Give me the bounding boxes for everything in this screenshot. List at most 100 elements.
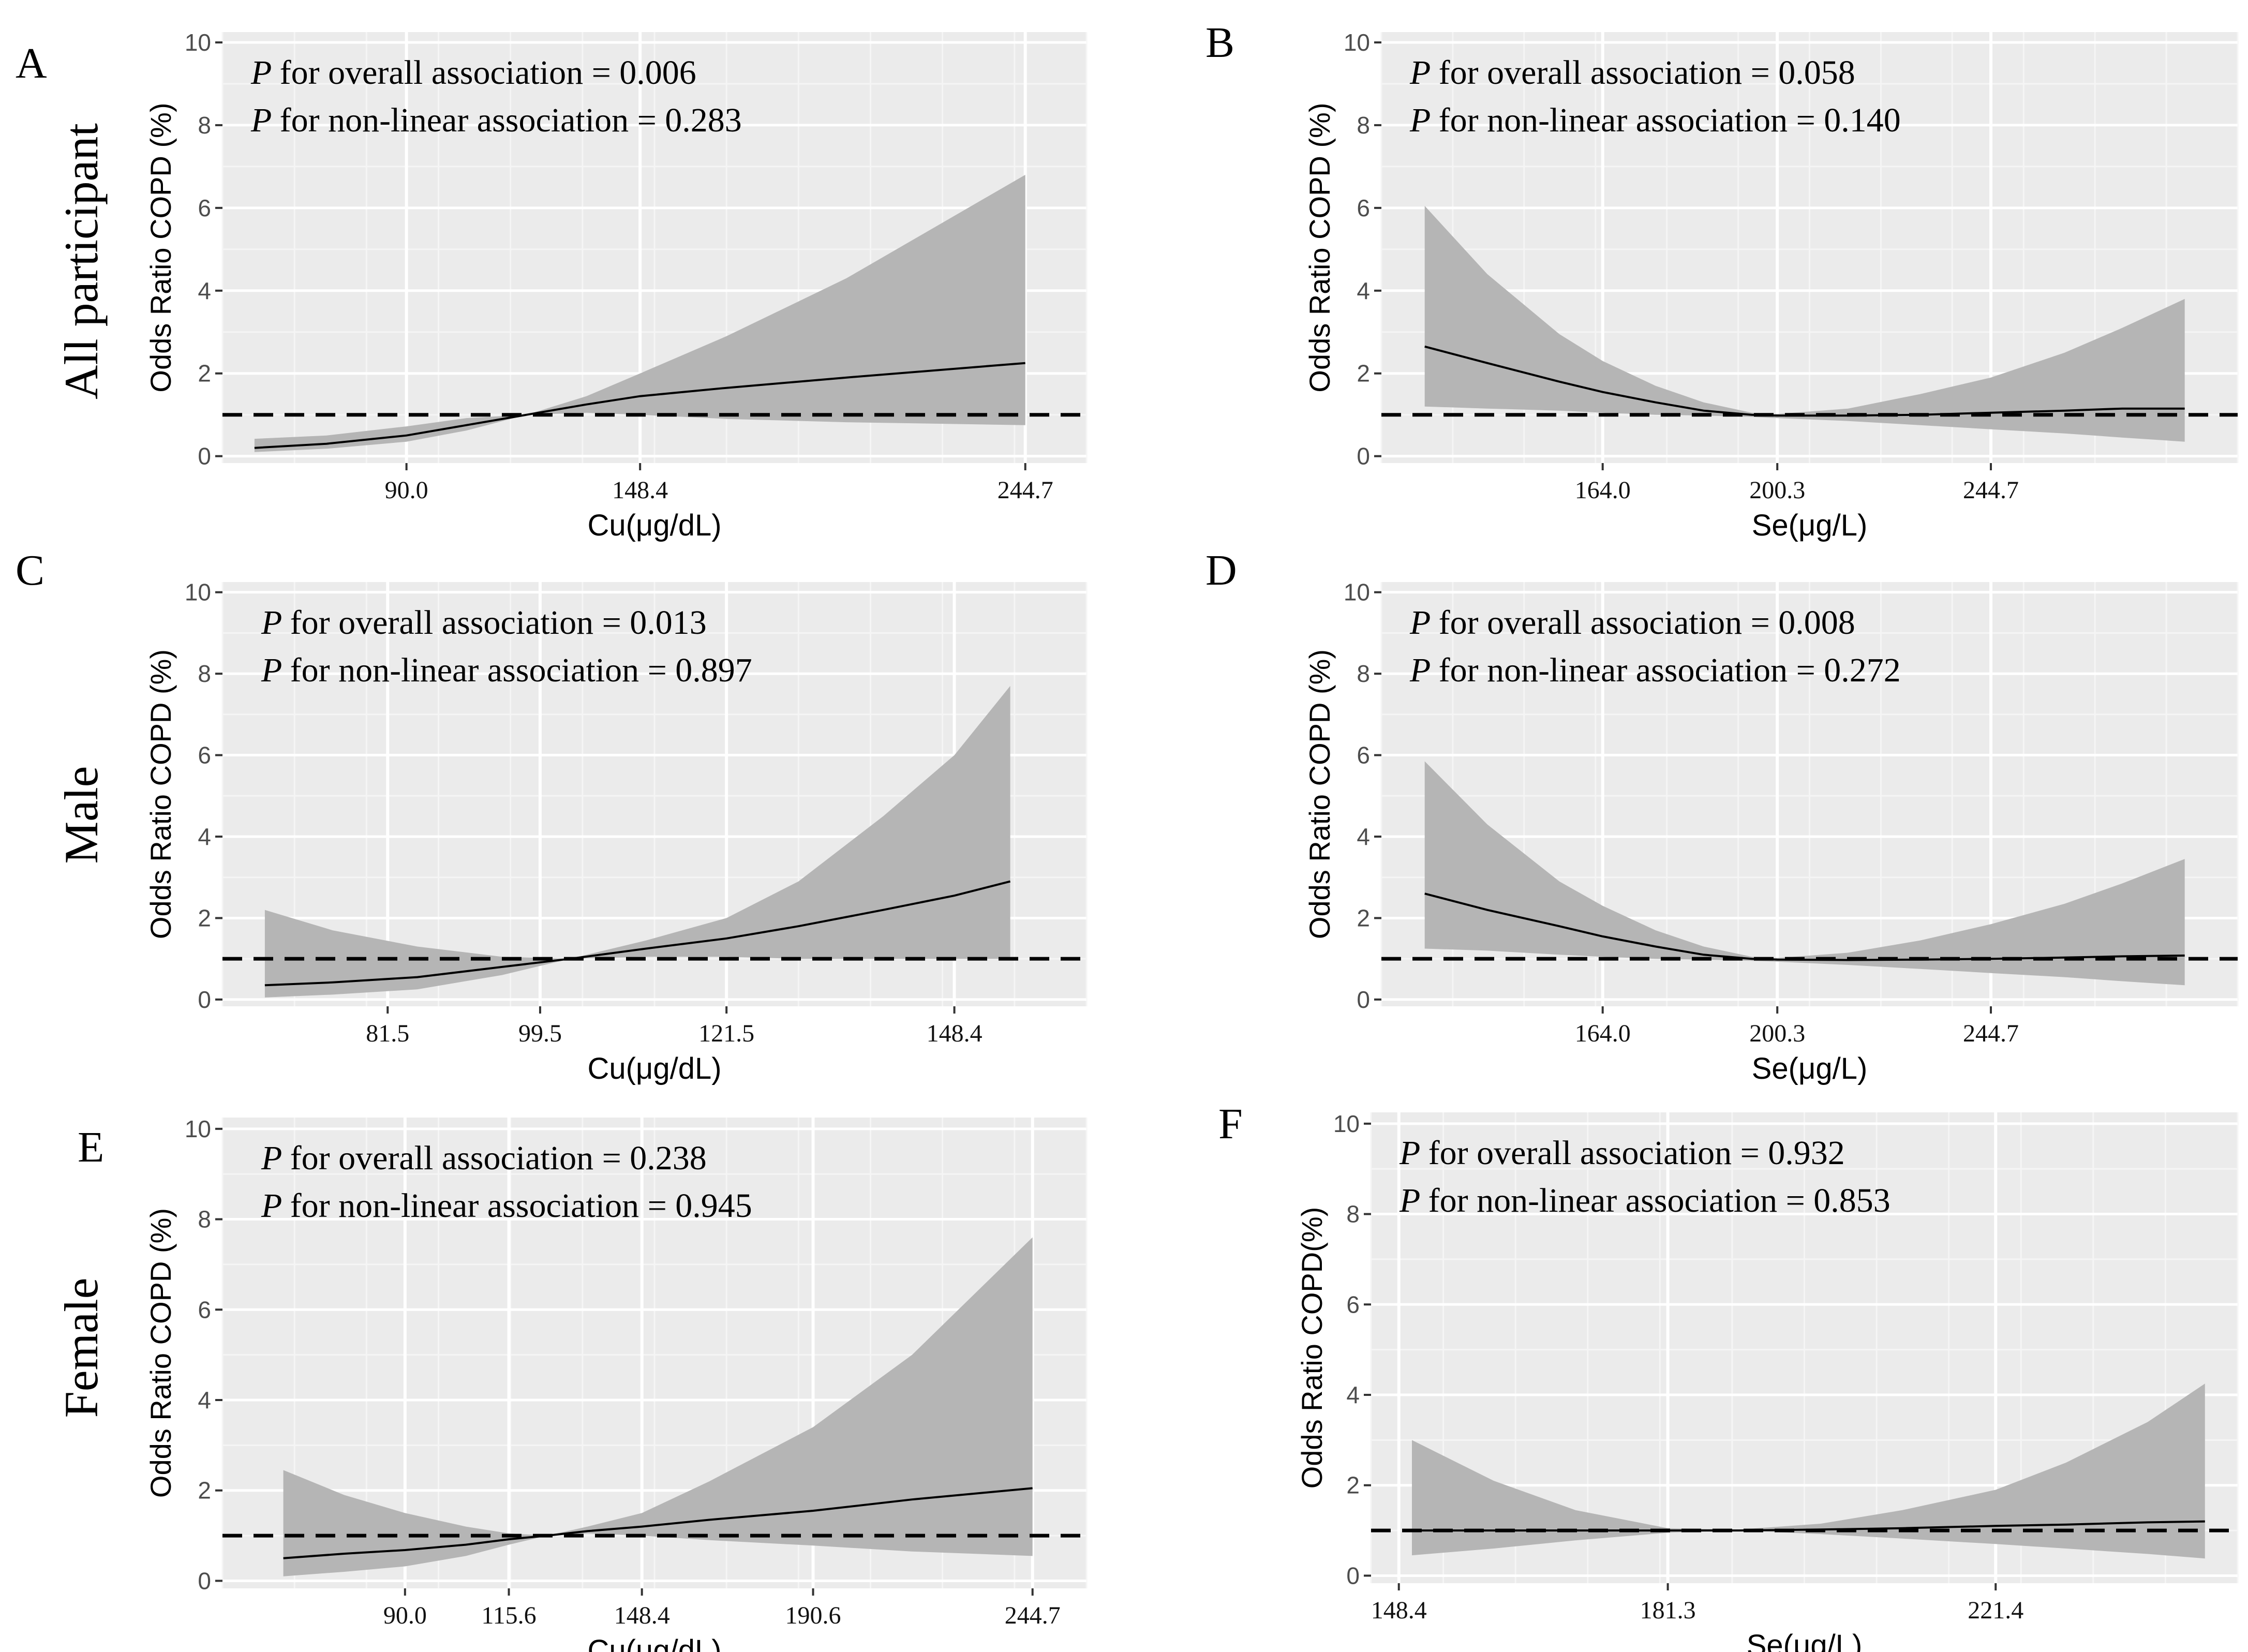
y-tick-label: 0 bbox=[1357, 986, 1370, 1013]
y-tick-label: 8 bbox=[1357, 112, 1370, 139]
x-tick-label: 90.0 bbox=[383, 1602, 427, 1629]
panel-A: 0 2 4 6 8 10 90.0 148.4 244.7 Cu(μg/dL) Odds Ratio… bbox=[16, 29, 1088, 542]
x-tick-label: 148.4 bbox=[927, 1020, 982, 1047]
x-tick-label: 164.0 bbox=[1575, 1020, 1631, 1047]
y-axis-label: Odds Ratio COPD (%) bbox=[144, 102, 177, 392]
y-tick-label: 2 bbox=[1357, 904, 1370, 931]
x-tick-label: 200.3 bbox=[1749, 1020, 1805, 1047]
odds-ratio-line bbox=[1424, 892, 2185, 961]
row-label-female: Female bbox=[55, 1278, 108, 1418]
x-tick-label: 244.7 bbox=[998, 477, 1053, 504]
panel-E: 0 2 4 6 8 10 90.0 115.6 148.4 190.6 244.7 Cu(μg/dL)… bbox=[78, 1115, 1088, 1652]
p-value-annotation: P for overall association = 0.058 bbox=[1409, 54, 1855, 92]
y-tick-label: 10 bbox=[185, 1115, 211, 1142]
panel-C: 0 2 4 6 8 10 81.5 99.5 121.5 148.4 Cu(μg/dL) Odds R… bbox=[16, 546, 1088, 1085]
p-value-annotation: P for overall association = 0.013 bbox=[261, 604, 707, 642]
p-value-annotation: P for non-linear association = 0.140 bbox=[1409, 101, 1901, 139]
y-tick-label: 8 bbox=[198, 1206, 211, 1233]
y-tick-label: 8 bbox=[1357, 660, 1370, 687]
y-tick-label: 2 bbox=[1357, 360, 1370, 387]
y-tick-label: 10 bbox=[185, 579, 211, 606]
row-label-male: Male bbox=[55, 766, 108, 864]
y-tick-label: 6 bbox=[1346, 1291, 1360, 1318]
p-value-annotation: P for overall association = 0.008 bbox=[1409, 604, 1855, 642]
x-tick-label: 90.0 bbox=[385, 477, 428, 504]
x-axis-label: Se(μg/L) bbox=[1752, 509, 1868, 542]
y-axis-label: Odds Ratio COPD (%) bbox=[144, 1208, 177, 1498]
y-tick-label: 2 bbox=[198, 904, 211, 931]
x-tick-label: 244.7 bbox=[1963, 477, 2019, 504]
y-tick-label: 10 bbox=[1344, 579, 1370, 606]
y-tick-label: 10 bbox=[1333, 1110, 1360, 1137]
y-tick-label: 6 bbox=[198, 195, 211, 221]
x-tick-label: 148.4 bbox=[612, 477, 668, 504]
panel-letter: C bbox=[16, 546, 44, 594]
y-tick-label: 6 bbox=[1357, 742, 1370, 769]
confidence-band bbox=[1424, 761, 2185, 986]
panel-F: 0 2 4 6 8 10 148.4 181.3 221.4 Se(μg/L) Odds Ratio… bbox=[1218, 1100, 2239, 1652]
x-tick-label: 99.5 bbox=[518, 1020, 562, 1047]
y-axis-label: Odds Ratio COPD (%) bbox=[1303, 649, 1336, 939]
p-value-annotation: P for non-linear association = 0.283 bbox=[250, 101, 742, 139]
panel-D: 0 2 4 6 8 10 164.0 200.3 244.7 Se(μg/L) Odds Ratio… bbox=[1205, 546, 2239, 1085]
x-tick-label: 190.6 bbox=[785, 1602, 841, 1629]
x-axis-label: Cu(μg/dL) bbox=[587, 1052, 721, 1085]
x-tick-label: 244.7 bbox=[1963, 1020, 2019, 1047]
y-tick-label: 4 bbox=[198, 277, 211, 304]
x-axis-label: Se(μg/L) bbox=[1752, 1052, 1868, 1085]
p-value-annotation: P for non-linear association = 0.945 bbox=[261, 1187, 752, 1225]
y-tick-label: 10 bbox=[1344, 29, 1370, 56]
y-tick-label: 8 bbox=[1346, 1201, 1360, 1228]
y-tick-label: 0 bbox=[198, 986, 211, 1013]
odds-ratio-line bbox=[264, 880, 1011, 987]
p-value-annotation: P for non-linear association = 0.897 bbox=[261, 651, 752, 689]
x-tick-label: 115.6 bbox=[481, 1602, 536, 1629]
y-axis-label: Odds Ratio COPD (%) bbox=[1303, 102, 1336, 392]
x-tick-label: 200.3 bbox=[1749, 477, 1805, 504]
confidence-band bbox=[254, 174, 1025, 452]
y-tick-label: 0 bbox=[198, 1567, 211, 1594]
y-tick-label: 0 bbox=[198, 443, 211, 470]
x-tick-label: 148.4 bbox=[614, 1602, 670, 1629]
x-tick-label: 164.0 bbox=[1575, 477, 1631, 504]
odds-ratio-line bbox=[254, 362, 1025, 449]
p-value-annotation: P for overall association = 0.006 bbox=[250, 54, 696, 92]
x-tick-label: 121.5 bbox=[698, 1020, 754, 1047]
y-tick-label: 4 bbox=[198, 1387, 211, 1413]
panel-letter: F bbox=[1218, 1100, 1243, 1148]
x-tick-label: 221.4 bbox=[1968, 1597, 2023, 1624]
p-value-annotation: P for non-linear association = 0.272 bbox=[1409, 651, 1901, 689]
row-label-all: All participant bbox=[55, 123, 108, 399]
x-tick-label: 148.4 bbox=[1371, 1597, 1427, 1624]
odds-ratio-line bbox=[1412, 1520, 2205, 1532]
x-axis-label: Cu(μg/dL) bbox=[587, 1634, 721, 1652]
y-tick-label: 10 bbox=[185, 29, 211, 56]
odds-ratio-line bbox=[1424, 345, 2185, 417]
confidence-band bbox=[283, 1237, 1033, 1576]
odds-ratio-line bbox=[283, 1487, 1033, 1559]
confidence-band bbox=[1412, 1383, 2205, 1559]
y-tick-label: 8 bbox=[198, 112, 211, 139]
panel-letter: B bbox=[1205, 19, 1234, 67]
y-tick-label: 8 bbox=[198, 660, 211, 687]
panel-B: 0 2 4 6 8 10 164.0 200.3 244.7 Se(μg/L) Odds Ratio… bbox=[1205, 19, 2239, 542]
y-tick-label: 4 bbox=[1346, 1381, 1360, 1408]
y-tick-label: 4 bbox=[1357, 277, 1370, 304]
p-value-annotation: P for non-linear association = 0.853 bbox=[1399, 1182, 1890, 1219]
y-axis-label: Odds Ratio COPD(%) bbox=[1296, 1207, 1328, 1489]
x-tick-label: 244.7 bbox=[1005, 1602, 1061, 1629]
y-tick-label: 4 bbox=[198, 823, 211, 850]
x-tick-label: 81.5 bbox=[366, 1020, 409, 1047]
y-tick-label: 2 bbox=[198, 360, 211, 387]
y-tick-label: 0 bbox=[1346, 1562, 1360, 1589]
p-value-annotation: P for overall association = 0.932 bbox=[1399, 1134, 1845, 1172]
panel-letter: A bbox=[16, 39, 47, 87]
y-tick-label: 6 bbox=[198, 1296, 211, 1323]
y-tick-label: 2 bbox=[198, 1477, 211, 1504]
y-tick-label: 2 bbox=[1346, 1472, 1360, 1499]
x-axis-label: Se(μg/L) bbox=[1747, 1629, 1863, 1652]
y-axis-label: Odds Ratio COPD (%) bbox=[144, 649, 177, 939]
panel-letter: D bbox=[1205, 546, 1237, 594]
y-tick-label: 0 bbox=[1357, 443, 1370, 470]
